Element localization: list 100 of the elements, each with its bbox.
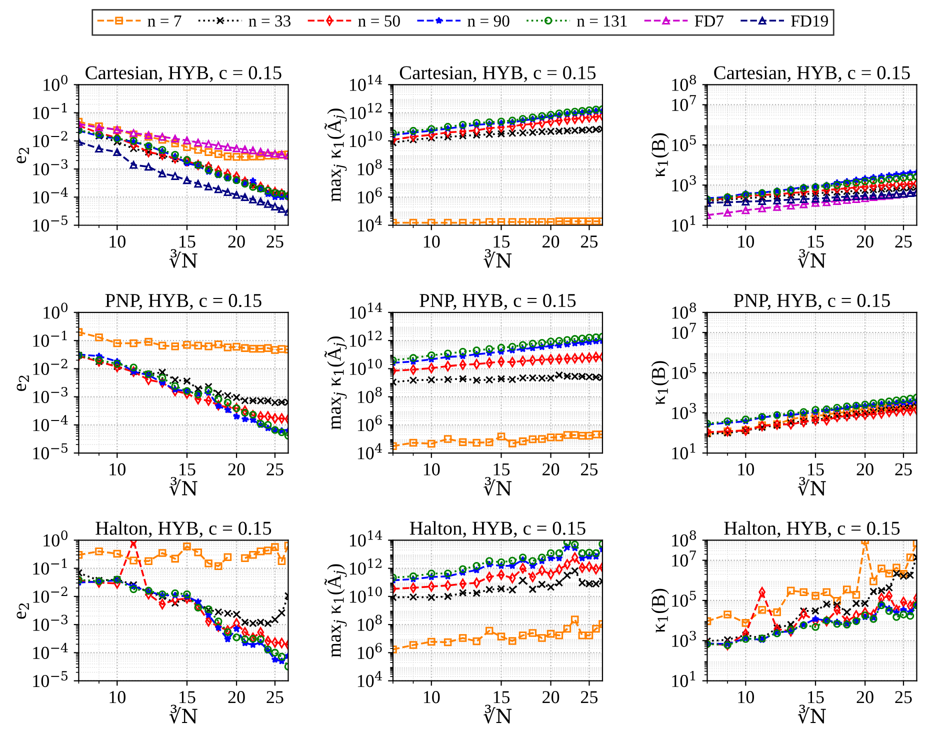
x-tick-label: 15 (180, 236, 196, 248)
y-tick-label: 10$^{3}$ (672, 403, 696, 420)
x-tick-label: 15 (494, 463, 510, 476)
x-tick-label: 10 (110, 691, 126, 704)
y-tick-label: 10$^{0}$ (44, 74, 68, 91)
y-tick-label: 10$^{−4}$ (33, 415, 68, 432)
y-tick-label: 10$^{4}$ (358, 443, 382, 460)
x-tick-label: 20 (542, 235, 560, 248)
legend-label: FD19 (791, 15, 828, 27)
y-tick-label: 10$^{6}$ (358, 642, 382, 659)
x-axis-title: ∛N (484, 249, 512, 268)
x-axis-title: ∛N (798, 476, 826, 496)
chart-title: Cartesian, HYB, c = 0.15 (86, 66, 282, 82)
legend-label: FD7 (694, 16, 724, 27)
y-axis-title: e$_{2}$ (16, 148, 29, 164)
y-tick-label: 10$^{−2}$ (33, 131, 68, 148)
x-tick-label: 10 (738, 463, 754, 476)
y-tick-label: 10$^{−4}$ (33, 642, 68, 659)
y-tick-label: 10$^{−1}$ (33, 102, 67, 120)
x-axis-title: ∛N (798, 704, 826, 724)
y-tick-label: 10$^{14}$ (350, 302, 382, 319)
x-tick-label: 25 (580, 691, 598, 704)
legend-label: n = 50 (358, 15, 400, 27)
x-tick-label: 20 (856, 235, 874, 248)
y-tick-label: 10$^{−3}$ (33, 159, 68, 176)
chart-title: Halton, HYB, c = 0.15 (96, 521, 272, 538)
y-tick-label: 10$^{−2}$ (33, 358, 68, 375)
y-axis-title: max$_{j}$ κ$_{1}$(Ã$_{j}$) (324, 108, 347, 202)
legend-label: n = 131 (577, 15, 627, 27)
x-tick-label: 20 (542, 463, 560, 476)
y-tick-label: 10$^{1}$ (672, 215, 696, 232)
x-tick-label: 10 (738, 691, 754, 704)
y-tick-label: 10$^{3}$ (672, 175, 696, 192)
y-tick-label: 10$^{−1}$ (33, 558, 67, 575)
x-tick-label: 20 (228, 463, 245, 476)
x-tick-label: 20 (856, 463, 874, 476)
y-tick-label: 10$^{−3}$ (33, 614, 68, 631)
x-tick-label: 20 (542, 691, 560, 704)
chart-title: PNP, HYB, c = 0.15 (420, 294, 576, 310)
y-tick-label: 10$^{6}$ (358, 415, 382, 432)
y-tick-label: 10$^{8}$ (358, 614, 382, 631)
y-tick-label: 10$^{−2}$ (33, 586, 68, 603)
chart-title: PNP, HYB, c = 0.15 (734, 294, 890, 310)
y-axis-title: κ$_{1}$(B) (651, 361, 669, 405)
x-tick-label: 20 (856, 691, 874, 704)
x-tick-label: 15 (494, 691, 510, 704)
x-tick-label: 10 (110, 235, 126, 248)
x-tick-label: 25 (895, 691, 912, 704)
y-tick-label: 10$^{5}$ (672, 363, 696, 380)
x-tick-label: 10 (738, 235, 754, 248)
y-axis-title: κ$_{1}$(B) (651, 588, 669, 633)
x-tick-label: 25 (266, 463, 284, 476)
x-tick-label: 10 (110, 463, 126, 476)
x-tick-label: 25 (895, 463, 912, 476)
x-axis-title: ∛N (169, 704, 198, 724)
x-tick-label: 10 (424, 691, 440, 704)
chart-title: Cartesian, HYB, c = 0.15 (400, 66, 596, 82)
y-tick-label: 10$^{−3}$ (33, 386, 68, 404)
y-tick-label: 10$^{6}$ (358, 187, 382, 204)
chart-title: PNP, HYB, c = 0.15 (105, 294, 262, 310)
x-tick-label: 25 (266, 236, 284, 248)
y-tick-label: 10$^{1}$ (672, 443, 696, 460)
x-axis-title: ∛N (798, 249, 826, 268)
y-tick-label: 10$^{4}$ (358, 215, 382, 232)
y-tick-label: 10$^{−5}$ (33, 216, 68, 232)
x-tick-label: 15 (808, 236, 824, 248)
x-tick-label: 15 (180, 463, 196, 476)
x-tick-label: 25 (266, 691, 284, 704)
y-tick-label: 10$^{−1}$ (33, 330, 67, 347)
x-tick-label: 10 (424, 235, 440, 248)
y-tick-label: 10$^{8}$ (672, 74, 696, 91)
y-tick-label: 10$^{8}$ (358, 386, 382, 404)
y-tick-label: 10$^{10}$ (350, 586, 382, 603)
y-axis-title: κ$_{1}$(B) (651, 133, 669, 178)
x-tick-label: 25 (580, 463, 598, 476)
chart-title: Halton, HYB, c = 0.15 (724, 521, 900, 538)
x-tick-label: 20 (228, 235, 245, 248)
y-tick-label: 10$^{0}$ (44, 302, 68, 319)
y-tick-label: 10$^{8}$ (672, 302, 696, 319)
y-tick-label: 10$^{10}$ (350, 131, 382, 148)
chart-title: Halton, HYB, c = 0.15 (410, 521, 586, 538)
y-tick-label: 10$^{−5}$ (33, 443, 68, 460)
y-tick-label: 10$^{12}$ (350, 558, 382, 575)
chart-title: Cartesian, HYB, c = 0.15 (714, 66, 910, 82)
x-tick-label: 15 (180, 691, 196, 704)
y-axis-title: max$_{j}$ κ$_{1}$(Ã$_{j}$) (324, 564, 347, 658)
y-tick-label: 10$^{0}$ (44, 530, 68, 547)
y-tick-label: 10$^{12}$ (350, 102, 382, 120)
x-tick-label: 10 (424, 463, 440, 476)
y-tick-label: 10$^{12}$ (350, 330, 382, 347)
y-axis-title: e$_{2}$ (16, 603, 29, 619)
x-tick-label: 15 (808, 691, 824, 704)
x-tick-label: 20 (228, 691, 245, 704)
y-tick-label: 10$^{5}$ (672, 135, 696, 152)
y-tick-label: 10$^{3}$ (672, 630, 696, 647)
y-axis-title: max$_{j}$ κ$_{1}$(Ã$_{j}$) (324, 336, 347, 430)
x-axis-title: ∛N (169, 249, 198, 268)
x-tick-label: 15 (808, 463, 824, 476)
legend-label: n = 7 (148, 16, 182, 26)
y-tick-label: 10$^{14}$ (350, 530, 382, 547)
